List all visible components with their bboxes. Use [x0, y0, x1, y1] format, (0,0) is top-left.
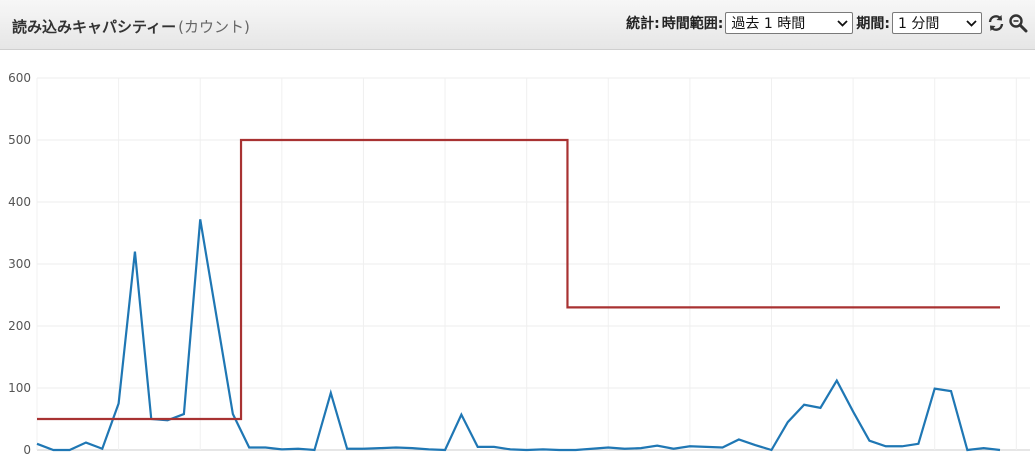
chart-series — [36, 138, 1001, 452]
y-tick-label: 300 — [8, 257, 31, 271]
y-tick-label: 500 — [8, 133, 31, 147]
series-line-provisioned — [37, 138, 1000, 421]
y-tick-label: 600 — [8, 71, 31, 85]
widget-title: 読み込みキャパシティー (カウント) — [12, 16, 250, 37]
time-range-select[interactable]: 過去 1 時間 — [725, 12, 854, 34]
time-range-value: 過去 1 時間 — [731, 16, 806, 32]
chevron-down-icon — [837, 19, 849, 27]
statistic-label: 統計: — [626, 16, 660, 32]
chevron-down-icon — [966, 19, 977, 27]
widget-unit-text: (カウント) — [178, 18, 250, 36]
chart-svg: 0 100 200 300 400 500 600 — [8, 71, 1030, 457]
y-axis-ticks: 0 100 200 300 400 500 600 — [8, 71, 31, 457]
y-tick-label: 100 — [8, 381, 31, 395]
time-range-label: 時間範囲: — [661, 16, 724, 32]
widget-controls: 統計: 時間範囲: 過去 1 時間 期間: 1 分間 — [626, 12, 1029, 34]
zoom-icon[interactable] — [1007, 12, 1029, 34]
series-line-consumed — [36, 219, 1001, 452]
refresh-icon[interactable] — [985, 12, 1007, 34]
period-select[interactable]: 1 分間 — [892, 12, 982, 34]
widget-title-text: 読み込みキャパシティー — [12, 18, 177, 36]
y-tick-label: 400 — [8, 195, 31, 209]
period-label: 期間: — [856, 16, 890, 32]
y-tick-label: 200 — [8, 319, 31, 333]
period-value: 1 分間 — [898, 16, 940, 32]
capacity-chart: 0 100 200 300 400 500 600 — [0, 50, 1035, 458]
y-tick-label: 0 — [23, 443, 31, 457]
widget-header: 読み込みキャパシティー (カウント) 統計: 時間範囲: 過去 1 時間 期間: … — [0, 0, 1035, 50]
